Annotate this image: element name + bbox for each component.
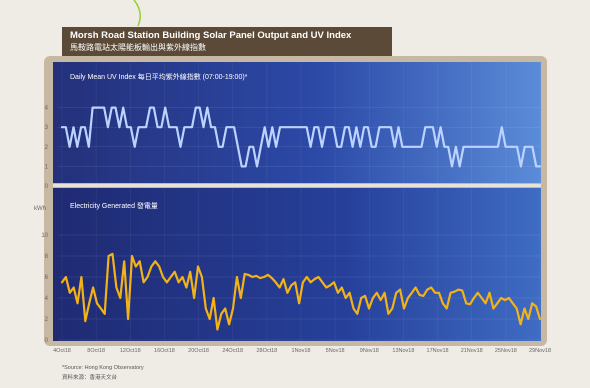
x-tick-label: 8Oct18 (87, 348, 105, 354)
x-tick-label: 21Nov18 (461, 348, 483, 354)
uv-subchart-title: Daily Mean UV Index 每日平均紫外線指數 (07:00-19:… (70, 72, 248, 81)
electricity-y-tick-label: 6 (45, 275, 49, 281)
x-tick-label: 4Oct18 (53, 348, 71, 354)
electricity-y-tick-label: 2 (45, 317, 49, 323)
x-tick-label: 16Oct18 (154, 348, 175, 354)
uv-y-tick-label: 2 (45, 145, 49, 151)
electricity-y-tick-label: 8 (45, 254, 49, 260)
uv-y-tick-label: 3 (45, 125, 49, 131)
x-tick-label: 17Nov18 (427, 348, 449, 354)
electricity-y-tick-label: 4 (45, 296, 49, 302)
title-banner: Morsh Road Station Building Solar Panel … (62, 27, 392, 57)
x-tick-label: 1Nov18 (292, 348, 311, 354)
electricity-subchart-title: Electricity Generated 發電量 (70, 201, 158, 210)
x-tick-label: 29Nov18 (529, 348, 551, 354)
uv-series-line (60, 106, 542, 168)
chart-title-zh: 馬鞍路電站太陽能板輸出與紫外線指數 (70, 43, 206, 52)
electricity-plot-background (53, 188, 541, 341)
x-tick-label: 13Nov18 (392, 348, 414, 354)
x-tick-label: 28Oct18 (256, 348, 277, 354)
uv-y-tick-label: 0 (45, 184, 49, 190)
electricity-y-tick-label: 0 (45, 338, 49, 344)
chart-title-en: Morsh Road Station Building Solar Panel … (70, 30, 352, 41)
x-tick-label: 24Oct18 (222, 348, 243, 354)
electricity-series-line (60, 252, 542, 331)
x-tick-label: 25Nov18 (495, 348, 517, 354)
source-note-zh: 資料來源：香港天文台 (62, 375, 118, 381)
decorative-curve (133, 0, 141, 27)
x-tick-label: 9Nov18 (360, 348, 379, 354)
electricity-y-axis-unit: kWh (34, 206, 46, 212)
electricity-y-tick-label: 10 (41, 233, 48, 239)
source-note: *Source: Hong Kong Observatory (62, 365, 144, 371)
uv-y-tick-label: 1 (45, 164, 49, 170)
uv-y-tick-label: 4 (45, 106, 49, 112)
x-tick-label: 5Nov18 (326, 348, 345, 354)
x-tick-label: 12Oct18 (120, 348, 141, 354)
x-tick-label: 20Oct18 (188, 348, 209, 354)
